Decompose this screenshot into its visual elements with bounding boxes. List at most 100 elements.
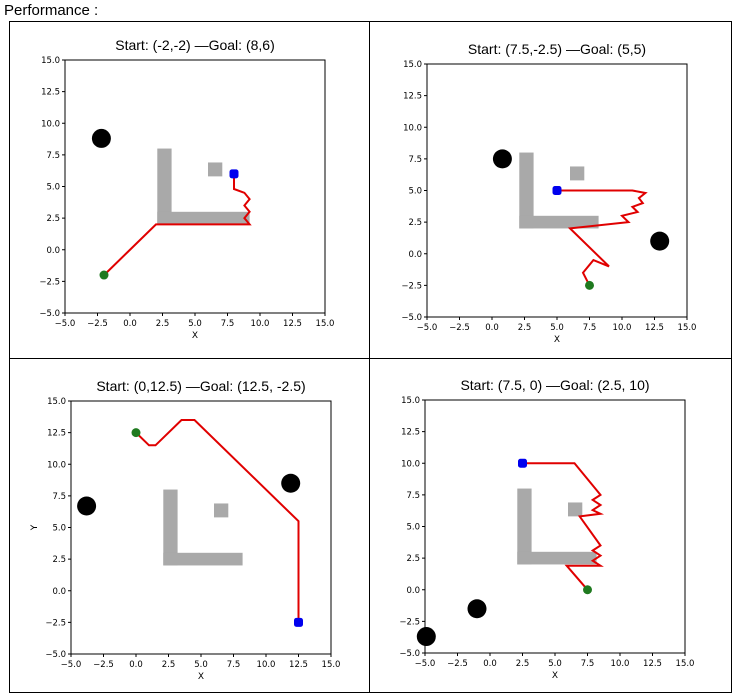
chart-3-circle-obstacle xyxy=(77,496,97,516)
chart-3-x-tick-label: 0.0 xyxy=(129,660,143,670)
chart-4-x-tick-label: 2.5 xyxy=(516,659,530,669)
chart-2-y-tick-label: 5.0 xyxy=(408,187,422,197)
chart-2-x-tick-label: −2.5 xyxy=(449,323,470,333)
chart-1-x-tick-label: 10.0 xyxy=(251,319,270,329)
chart-2-path-line xyxy=(557,189,648,286)
chart-4-circle-obstacle xyxy=(467,599,487,619)
chart-1-wall-obstacle xyxy=(157,211,250,225)
chart-3-y-tick-label: 15.0 xyxy=(47,397,66,407)
chart-3-y-tick-label: 12.5 xyxy=(47,429,66,439)
chart-1-x-tick-label: 2.5 xyxy=(156,319,170,329)
chart-4-wall-obstacle xyxy=(568,502,583,517)
chart-2-start-marker xyxy=(585,280,594,290)
chart-4-wall-obstacle xyxy=(517,488,532,565)
chart-2: Start: (7.5,-2.5) —Goal: (5,5) −5.0 −2.5 0.… xyxy=(401,41,697,345)
chart-3-goal-marker xyxy=(294,617,303,627)
chart-1-path-line xyxy=(103,173,252,276)
chart-2-x-tick-label: 5.0 xyxy=(550,323,564,333)
chart-4-y-tick-label: −2.5 xyxy=(399,617,420,627)
chart-4-wall-obstacle xyxy=(517,551,597,565)
chart-3-x-tick-label: 12.5 xyxy=(289,660,308,670)
chart-1-y-tick-label: 10.0 xyxy=(41,119,60,129)
chart-4-start-marker xyxy=(583,585,592,595)
chart-4-x-tick-label: 10.0 xyxy=(611,659,630,669)
chart-4-y-tick-label: 12.5 xyxy=(401,428,420,438)
chart-2-circle-obstacle xyxy=(492,149,512,169)
chart-3-x-tick-label: −5.0 xyxy=(61,660,82,670)
chart-2-x-axis-label: X xyxy=(554,335,560,345)
chart-4-goal-marker xyxy=(518,458,527,468)
chart-3-y-tick-label: −5.0 xyxy=(45,650,66,660)
chart-4-x-axis-label: X xyxy=(552,671,558,681)
chart-4-y-tick-label: 7.5 xyxy=(406,491,420,501)
chart-3-x-tick-label: 5.0 xyxy=(194,660,208,670)
chart-2-x-tick-label: 0.0 xyxy=(485,323,499,333)
table-divider-vertical xyxy=(369,22,370,692)
results-table: Start: (-2,-2) —Goal: (8,6) −5.0 −2.5 0.0 2.… xyxy=(9,21,732,693)
chart-4-x-tick-label: 0.0 xyxy=(483,659,497,669)
chart-4: Start: (7.5, 0) —Goal: (2.5, 10) −5.0 −2.5… xyxy=(399,377,695,681)
chart-4-x-tick-label: 12.5 xyxy=(643,659,662,669)
chart-2-y-tick-label: 7.5 xyxy=(408,155,422,165)
chart-3-x-tick-label: −2.5 xyxy=(93,660,114,670)
chart-1-x-tick-label: −5.0 xyxy=(55,319,76,329)
chart-2-goal-marker xyxy=(552,186,562,195)
chart-1-wall-obstacle xyxy=(157,148,172,225)
chart-2-x-tick-label: 2.5 xyxy=(518,323,532,333)
chart-4-y-tick-label: 5.0 xyxy=(406,523,420,533)
chart-4-x-tick-label: 5.0 xyxy=(548,659,562,669)
chart-4-x-tick-label: 7.5 xyxy=(581,659,595,669)
chart-1-x-tick-label: 15.0 xyxy=(316,319,335,329)
chart-3-y-tick-label: 10.0 xyxy=(47,460,66,470)
chart-3-y-tick-label: 0.0 xyxy=(52,587,66,597)
chart-2-y-tick-label: 12.5 xyxy=(403,92,422,102)
chart-2-y-tick-label: 15.0 xyxy=(403,60,422,70)
chart-1-y-tick-label: 0.0 xyxy=(46,246,60,256)
chart-3-circle-obstacle xyxy=(281,473,301,493)
chart-4-circle-obstacle xyxy=(416,627,436,647)
chart-3: Start: (0,12.5) —Goal: (12.5, -2.5)−5.0−… xyxy=(30,378,341,682)
chart-1-x-tick-label: −2.5 xyxy=(87,319,108,329)
chart-2-x-tick-label: 7.5 xyxy=(583,323,597,333)
chart-1-y-tick-label: 15.0 xyxy=(41,56,60,66)
chart-3-title: Start: (0,12.5) —Goal: (12.5, -2.5) xyxy=(96,378,305,394)
chart-3-path-line xyxy=(135,419,300,623)
chart-4-title: Start: (7.5, 0) —Goal: (2.5, 10) xyxy=(460,377,649,393)
chart-2-y-tick-label: 2.5 xyxy=(408,218,422,228)
chart-3-wall-obstacle xyxy=(163,489,178,566)
chart-1-x-tick-label: 7.5 xyxy=(221,319,235,329)
chart-2-x-tick-label: 15.0 xyxy=(678,323,697,333)
chart-1-title: Start: (-2,-2) —Goal: (8,6) xyxy=(115,37,274,53)
chart-2-x-tick-label: 10.0 xyxy=(613,323,632,333)
chart-1-x-axis-label: X xyxy=(192,331,198,341)
chart-3-x-tick-label: 10.0 xyxy=(257,660,276,670)
chart-2-y-tick-label: 0.0 xyxy=(408,250,422,260)
chart-4-x-tick-label: 15.0 xyxy=(676,659,695,669)
chart-2-y-tick-label: −5.0 xyxy=(401,313,422,323)
chart-4-plot-frame xyxy=(424,399,686,654)
chart-2-title: Start: (7.5,-2.5) —Goal: (5,5) xyxy=(468,41,646,57)
caption: Performance : xyxy=(4,2,99,19)
chart-3-y-tick-label: 7.5 xyxy=(52,492,66,502)
chart-3-y-tick-label: 5.0 xyxy=(52,524,66,534)
chart-1-y-tick-label: 5.0 xyxy=(46,183,60,193)
chart-2-wall-obstacle xyxy=(519,215,599,229)
chart-3-x-axis-label: X xyxy=(198,672,204,682)
chart-4-y-tick-label: 15.0 xyxy=(401,396,420,406)
chart-2-y-tick-label: −2.5 xyxy=(401,281,422,291)
chart-1: Start: (-2,-2) —Goal: (8,6) −5.0 −2.5 0.0 2.… xyxy=(39,37,335,341)
chart-2-x-tick-label: −5.0 xyxy=(417,323,438,333)
chart-2-circle-obstacle xyxy=(650,231,670,251)
chart-2-x-tick-label: 12.5 xyxy=(645,323,664,333)
chart-4-y-tick-label: 0.0 xyxy=(406,586,420,596)
panel-1: Start: (-2,-2) —Goal: (8,6) −5.0 −2.5 0.0 2.… xyxy=(10,22,370,358)
chart-3-x-tick-label: 2.5 xyxy=(162,660,176,670)
chart-3-x-tick-label: 15.0 xyxy=(322,660,341,670)
chart-4-y-tick-label: 10.0 xyxy=(401,459,420,469)
chart-1-y-tick-label: −5.0 xyxy=(39,309,60,319)
chart-1-y-tick-label: −2.5 xyxy=(39,277,60,287)
chart-1-y-tick-label: 12.5 xyxy=(41,88,60,98)
table-divider-horizontal xyxy=(10,358,731,359)
chart-3-plot-frame xyxy=(70,400,332,655)
chart-3-x-tick-label: 7.5 xyxy=(227,660,241,670)
